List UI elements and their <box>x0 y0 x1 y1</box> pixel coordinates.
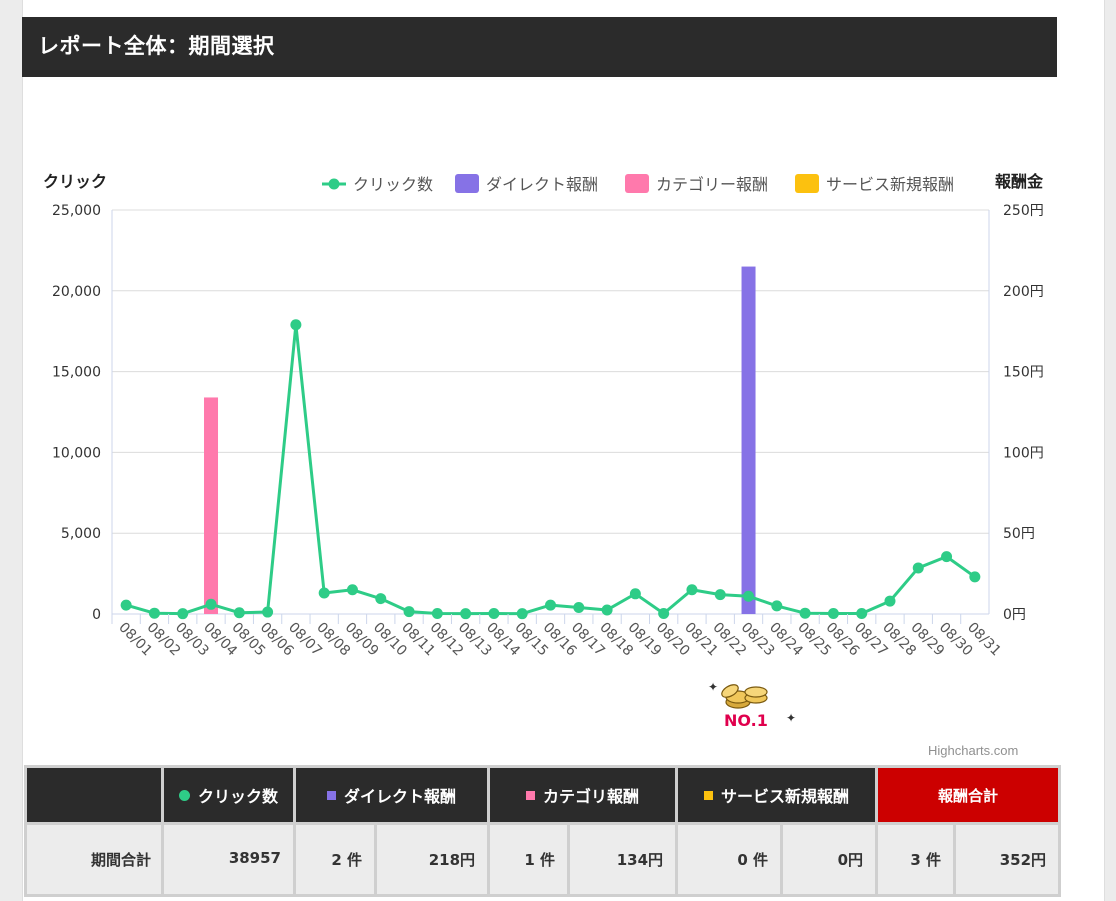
clicks-line <box>125 323 976 616</box>
click-point-08/10 <box>375 593 387 605</box>
y-left-tick-label: 5,000 <box>61 526 101 542</box>
y-left-tick-label: 20,000 <box>52 284 101 300</box>
cell-direct-amount: 218円 <box>373 822 491 897</box>
cell-total-count: 3 件 <box>875 822 957 897</box>
click-point-08/21 <box>686 584 698 596</box>
svg-text:✦: ✦ <box>708 680 718 694</box>
service-square-icon <box>704 791 714 800</box>
y-left-tick-label: 10,000 <box>52 445 101 461</box>
y-right-tick-label: 100円 <box>1003 445 1044 461</box>
summary-row-period-total: 期間合計 38957 2 件 218円 1 件 134円 0 件 0円 3 件 … <box>24 822 1062 897</box>
click-point-08/29 <box>912 562 924 574</box>
summary-header-blank <box>24 765 164 825</box>
legend-swatch-icon <box>625 174 649 193</box>
legend-item[interactable]: クリック数 <box>322 175 433 194</box>
clicks-dot-icon <box>178 790 190 801</box>
cell-total-amount: 352円 <box>953 822 1062 897</box>
legend-label: サービス新規報酬 <box>826 175 954 194</box>
y-left-axis-title: クリック <box>43 172 107 191</box>
category-square-icon <box>526 791 536 800</box>
y-left-tick-label: 0 <box>92 607 101 623</box>
y-right-tick-label: 150円 <box>1003 365 1044 381</box>
summary-header-clicks: クリック数 <box>161 765 296 825</box>
click-point-08/18 <box>601 604 613 616</box>
no1-badge-icon: ✦ ✦ NO.1 <box>686 678 798 734</box>
summary-header-service: サービス新規報酬 <box>675 765 879 825</box>
click-point-08/03 <box>177 608 189 620</box>
click-point-08/17 <box>573 602 585 614</box>
cell-service-amount: 0円 <box>780 822 879 897</box>
y-left-tick-label: 25,000 <box>52 203 101 219</box>
cell-clicks: 38957 <box>161 822 296 897</box>
legend-item[interactable]: サービス新規報酬 <box>795 174 954 194</box>
badge-text: NO.1 <box>724 711 768 730</box>
cell-service-count: 0 件 <box>675 822 784 897</box>
row-label: 期間合計 <box>24 822 164 897</box>
click-point-08/04 <box>205 598 217 610</box>
click-point-08/06 <box>262 606 274 618</box>
direct-square-icon <box>327 791 336 800</box>
summary-header-total: 報酬合計 <box>875 765 1062 825</box>
click-point-08/16 <box>545 599 556 611</box>
y-right-tick-label: 0円 <box>1003 607 1026 623</box>
highcharts-credits-link[interactable]: Highcharts.com <box>928 743 1019 758</box>
y-right-axis-title: 報酬金 <box>995 172 1044 191</box>
click-point-08/07 <box>290 319 302 331</box>
click-point-08/27 <box>856 608 868 620</box>
click-point-08/08 <box>318 587 330 599</box>
click-point-08/31 <box>969 571 981 583</box>
click-point-08/19 <box>629 588 641 600</box>
click-point-08/28 <box>884 595 896 607</box>
y-right-tick-label: 250円 <box>1003 203 1044 219</box>
summary-header-category: カテゴリ報酬 <box>487 765 679 825</box>
summary-header-direct: ダイレクト報酬 <box>292 765 491 825</box>
report-chart: 0 0円 5,000 50円 10,000 100円 15,000 150円 20,000 200… <box>43 172 1044 659</box>
click-point-08/11 <box>403 606 415 618</box>
click-point-08/26 <box>827 608 839 620</box>
cell-category-amount: 134円 <box>567 822 679 897</box>
legend-swatch-icon <box>455 174 479 193</box>
cell-category-count: 1 件 <box>487 822 571 897</box>
click-point-08/25 <box>799 607 811 619</box>
summary-header-row: クリック数 ダイレクト報酬 カテゴリ報酬 サービス新規報酬 報酬合計 <box>24 765 1062 825</box>
svg-text:✦: ✦ <box>786 711 796 725</box>
legend-swatch-icon <box>795 174 819 193</box>
report-panel <box>22 0 1105 901</box>
click-point-08/22 <box>714 589 726 601</box>
click-point-08/23 <box>743 590 755 602</box>
click-point-08/05 <box>233 607 245 619</box>
y-right-tick-label: 200円 <box>1003 284 1044 300</box>
click-point-08/20 <box>658 608 670 620</box>
click-point-08/15 <box>516 608 528 620</box>
click-point-08/30 <box>941 551 953 563</box>
y-right-tick-label: 50円 <box>1003 526 1035 542</box>
legend-item[interactable]: カテゴリー報酬 <box>625 174 768 194</box>
click-point-08/24 <box>771 600 783 612</box>
bar-08/23 <box>741 266 756 614</box>
page-title: レポート全体：期間選択 <box>22 17 1057 77</box>
legend-label: ダイレクト報酬 <box>486 175 598 194</box>
legend-dot-icon <box>328 178 340 190</box>
cell-direct-count: 2 件 <box>293 822 377 897</box>
click-point-08/13 <box>460 608 472 620</box>
click-point-08/14 <box>488 608 500 620</box>
click-point-08/02 <box>148 607 160 619</box>
click-point-08/01 <box>120 599 132 611</box>
legend-label: クリック数 <box>353 175 433 194</box>
click-point-08/09 <box>346 584 358 596</box>
y-left-tick-label: 15,000 <box>52 365 101 381</box>
click-point-08/12 <box>431 608 443 620</box>
summary-table: クリック数 ダイレクト報酬 カテゴリ報酬 サービス新規報酬 報酬合計 期間合計 … <box>24 765 1062 897</box>
legend-item[interactable]: ダイレクト報酬 <box>455 174 598 194</box>
legend-label: カテゴリー報酬 <box>656 175 768 194</box>
bar-08/04 <box>204 397 219 614</box>
